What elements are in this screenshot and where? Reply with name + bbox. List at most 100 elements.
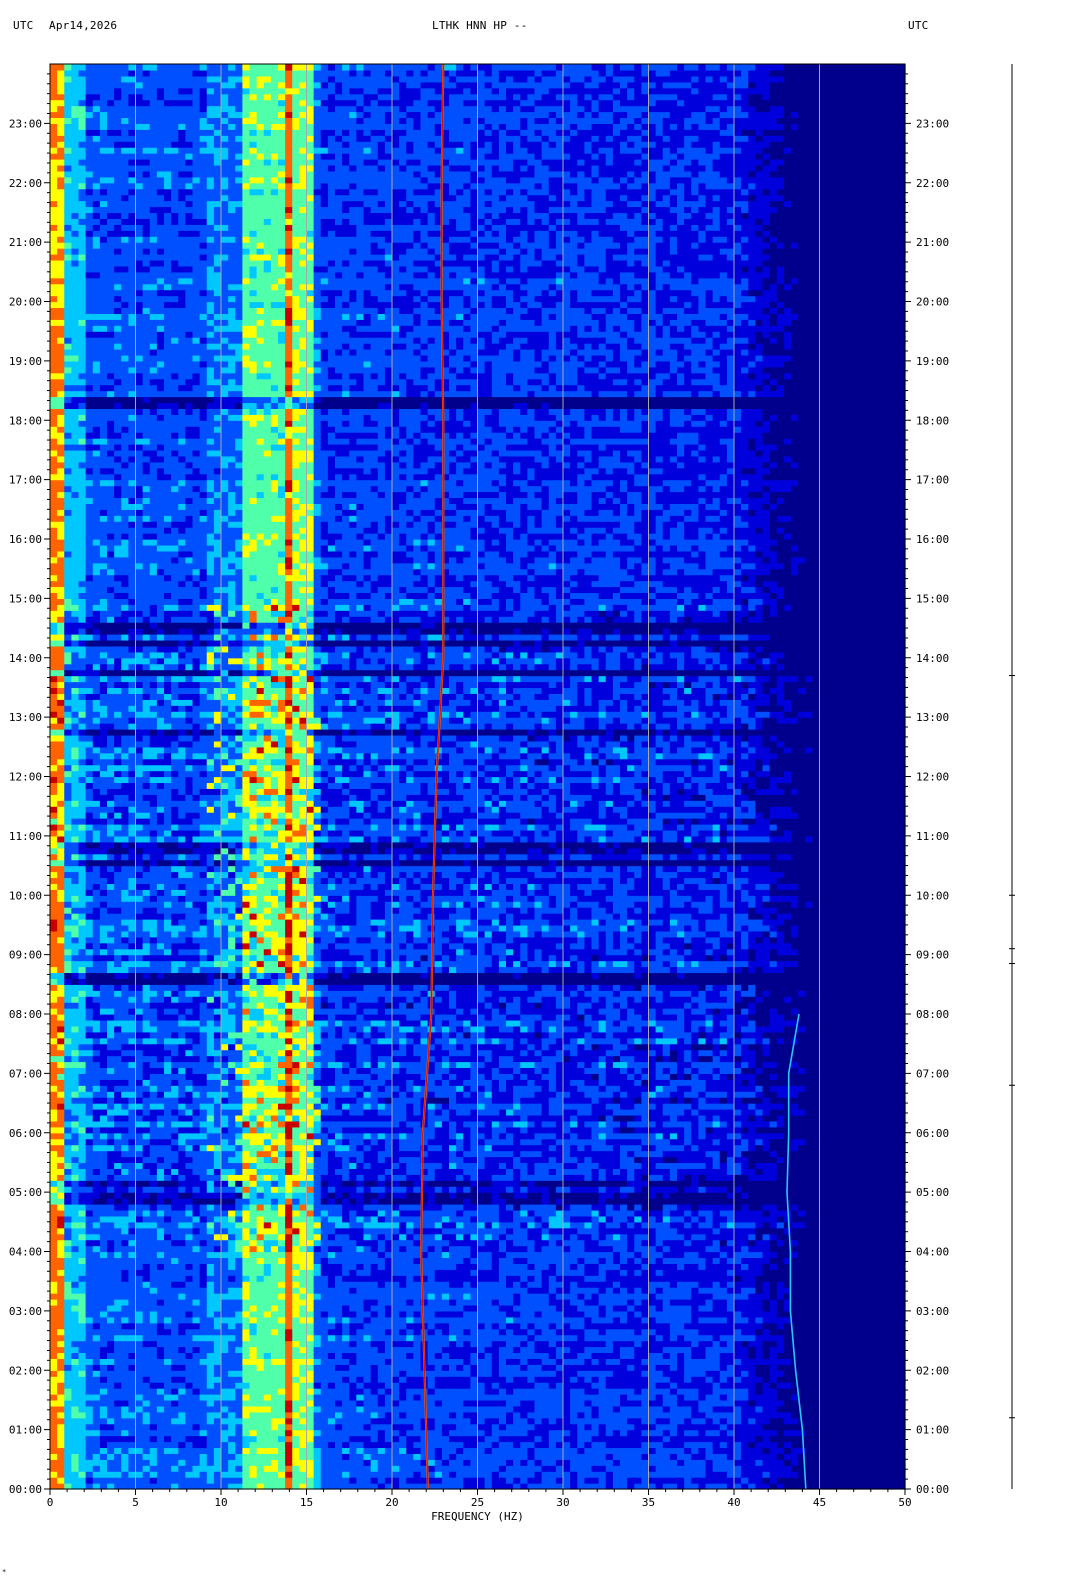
spectrogram-cell [57,1429,65,1437]
spectrogram-cell [869,1251,878,1259]
spectrogram-cell [178,1465,186,1472]
spectrogram-cell [705,1441,714,1449]
spectrogram-cell [897,1376,906,1383]
spectrogram-cell [641,1316,650,1324]
spectrogram-cell [235,1471,243,1478]
spectrogram-cell [406,1322,414,1330]
spectrogram-cell [812,1417,821,1425]
spectrogram-cell [377,1269,386,1276]
spectrogram-cell [848,1316,856,1324]
spectrogram-cell [620,1263,628,1270]
spectrogram-cell [791,1411,799,1419]
spectrogram-cell [427,1399,436,1407]
spectrogram-cell [783,1299,792,1306]
spectrogram-cell [534,1346,543,1354]
spectrogram-cell [377,1346,386,1354]
spectrogram-cell [470,1251,479,1259]
spectrogram-cell [491,1447,500,1454]
spectrogram-cell [541,1257,550,1264]
spectrogram-cell [876,1275,885,1282]
spectrogram-cell [548,1328,557,1336]
spectrogram-cell [591,1322,600,1330]
spectrogram-cell [555,1465,564,1472]
spectrogram-cell [399,1405,407,1413]
spectrogram-cell [306,1328,315,1336]
spectrogram-cell [327,1477,336,1484]
spectrogram-cell [228,1364,236,1371]
spectrogram-cell [50,1245,58,1253]
spectrogram-cell [812,1429,821,1437]
spectrogram-cell [335,1352,343,1359]
spectrogram-cell [677,1251,685,1259]
spectrogram-cell [734,1435,742,1443]
spectrogram-cell [135,1322,144,1330]
spectrogram-cell [456,1275,464,1282]
spectrogram-cell [270,1483,279,1490]
spectrogram-cell [78,1364,87,1371]
spectrogram-cell [612,1346,621,1354]
spectrogram-cell [719,1251,728,1259]
spectrogram-cell [449,1465,457,1472]
spectrogram-cell [741,1405,749,1413]
spectrogram-cell [506,1316,514,1324]
spectrogram-cell [712,1435,721,1443]
spectrogram-cell [769,1275,778,1282]
spectrogram-cell [477,1287,486,1294]
spectrogram-cell [78,1263,87,1270]
spectrogram-cell [178,1275,186,1282]
spectrogram-cell [541,1435,550,1443]
spectrogram-cell [498,1394,507,1401]
spectrogram-cell [762,1405,771,1413]
spectrogram-cell [776,1394,785,1401]
spectrogram-cell [235,1441,243,1449]
spectrogram-cell [719,1269,728,1276]
spectrogram-cell [612,1310,621,1318]
spectrogram-cell [256,1376,265,1383]
spectrogram-cell [541,1287,550,1294]
spectrogram-cell [335,1334,343,1342]
spectrogram-cell [406,1281,414,1288]
spectrogram-cell [691,1376,699,1383]
spectrogram-cell [677,1447,685,1454]
spectrogram-cell [698,1275,707,1282]
spectrogram-cell [270,1453,279,1460]
spectrogram-cell [662,1304,671,1312]
spectrogram-cell [349,1293,357,1300]
spectrogram-cell [591,1411,600,1419]
spectrogram-cell [819,1334,828,1342]
spectrogram-cell [149,1465,158,1472]
spectrogram-cell [470,1239,479,1247]
spectrogram-cell [527,1287,536,1294]
spectrogram-cell [107,1417,115,1425]
spectrogram-cell [292,1287,300,1294]
spectrogram-cell [584,1423,593,1431]
spectrogram-cell [199,1352,208,1359]
spectrogram-cell [384,1358,393,1365]
spectrogram-cell [655,1411,664,1419]
spectrogram-cell [292,1293,300,1300]
spectrogram-cell [748,1405,756,1413]
spectrogram-cell [677,1382,685,1389]
spectrogram-cell [555,1388,564,1395]
spectrogram-cell [769,1287,778,1294]
spectrogram-cell [641,1346,650,1354]
spectrogram-cell [285,1453,293,1460]
spectrogram-cell [392,1405,400,1413]
spectrogram-cell [677,1310,685,1318]
spectrogram-cell [605,1346,614,1354]
spectrogram-cell [249,1334,258,1342]
spectrogram-cell [741,1340,749,1348]
spectrogram-cell [584,1405,593,1413]
spectrogram-cell [769,1399,778,1407]
spectrogram-cell [719,1310,728,1318]
spectrogram-cell [335,1257,343,1264]
spectrogram-cell [548,1310,557,1318]
spectrogram-cell [677,1477,685,1484]
spectrogram-cell [684,1245,692,1253]
spectrogram-cell [897,1251,906,1259]
spectrogram-cell [491,1269,500,1276]
spectrogram-cell [213,1399,222,1407]
spectrogram-cell [171,1358,179,1365]
spectrogram-cell [142,1370,151,1377]
spectrogram-cell [228,1394,236,1401]
